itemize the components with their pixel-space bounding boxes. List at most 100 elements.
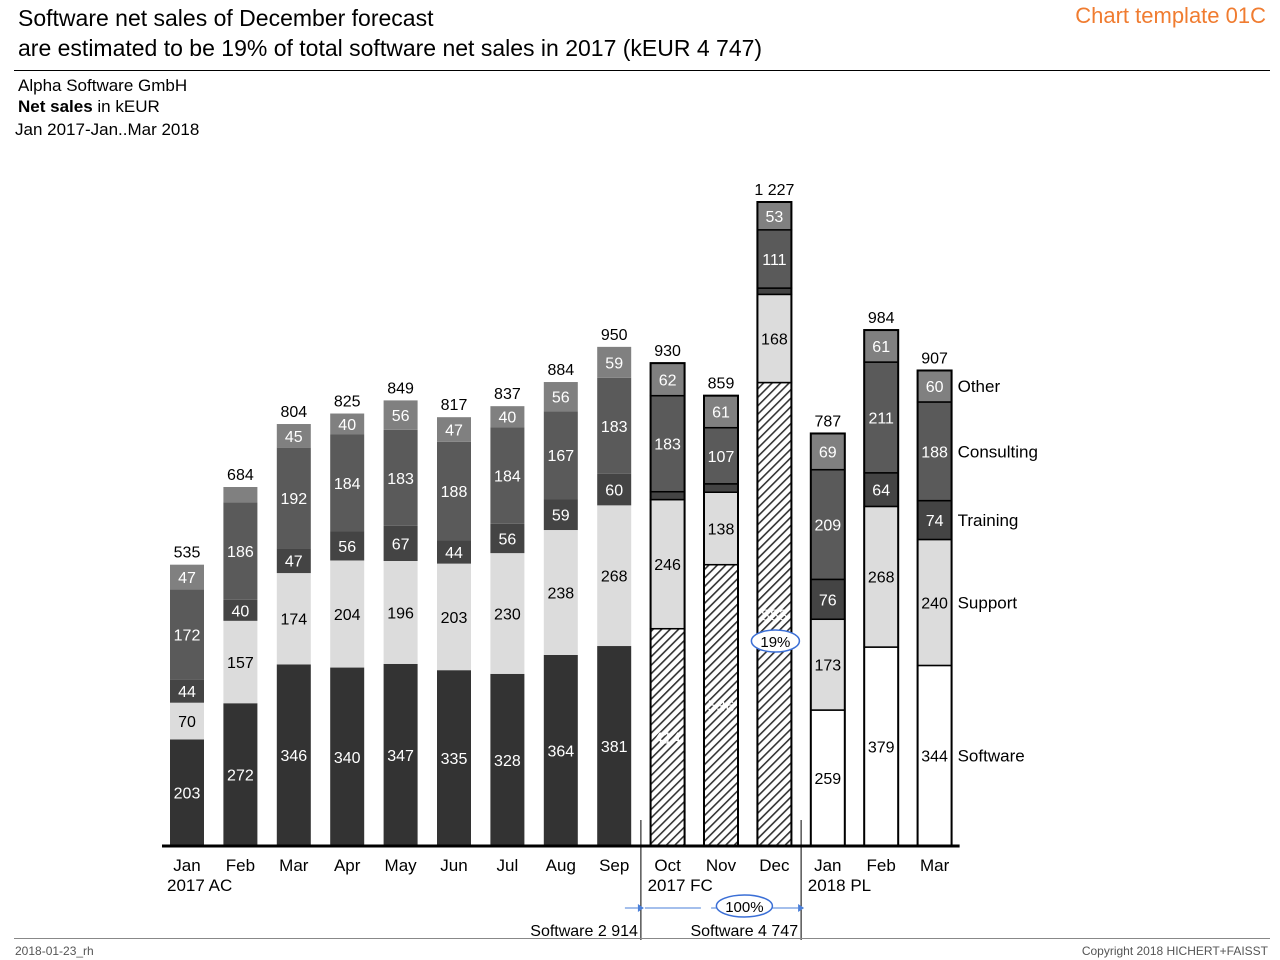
- category-label-9: Oct: [654, 856, 681, 875]
- bracket-label-1: Software 4 747: [690, 923, 798, 940]
- segment-label-1-2: 40: [232, 603, 250, 620]
- bar-other-3: [330, 413, 365, 435]
- bar-training-6: [490, 523, 525, 554]
- category-label-8: Sep: [599, 856, 629, 875]
- bar-support-4: [383, 561, 418, 664]
- segment-label-1-3: 186: [227, 544, 254, 561]
- segment-label-8-3: 183: [601, 419, 628, 436]
- legend-support: Support: [958, 593, 1018, 612]
- segment-label-8-1: 268: [601, 569, 628, 586]
- bar-other-11: [756, 201, 793, 231]
- segment-label-7-2: 59: [552, 508, 570, 525]
- bar-other-5: [437, 417, 471, 442]
- bar-other-13: [863, 329, 899, 363]
- bar-support-12: [810, 618, 846, 711]
- segment-label-12-4: 69: [819, 445, 837, 462]
- bar-software-3: [330, 667, 365, 846]
- segment-label-5-1: 203: [441, 610, 468, 627]
- segment-label-11-3: 111: [762, 252, 786, 269]
- badge-100-ellipse: [715, 894, 774, 918]
- highlight-label: 19%: [760, 634, 790, 651]
- segment-label-7-0: 364: [547, 743, 574, 760]
- measure-bold: Net sales: [18, 97, 93, 116]
- template-tag: Chart template 01C: [1075, 3, 1266, 28]
- bar-consulting-3: [330, 434, 365, 532]
- segment-label-10-0: 536: [708, 698, 735, 715]
- segment-label-7-1: 238: [547, 585, 574, 602]
- header-rule: [14, 70, 1270, 71]
- bar-training-11: [756, 287, 793, 296]
- bar-consulting-6: [490, 427, 525, 524]
- segment-label-3-4: 40: [338, 417, 356, 434]
- category-label-2: Mar: [279, 856, 309, 875]
- total-label-11: 1 227: [754, 182, 794, 199]
- segment-label-9-3: 183: [654, 437, 681, 454]
- segment-label-0-2: 44: [178, 684, 196, 701]
- legend-consulting: Consulting: [958, 442, 1038, 461]
- segment-label-13-1: 268: [868, 570, 895, 587]
- period-label: Jan 2017-Jan..Mar 2018: [15, 120, 200, 139]
- bar-consulting-0: [170, 589, 204, 680]
- chart-title-line2: are estimated to be 19% of total softwar…: [18, 35, 763, 61]
- bar-software-5: [437, 670, 471, 846]
- segment-label-12-0: 259: [814, 771, 841, 788]
- segment-label-9-0: 414: [654, 730, 681, 747]
- bar-training-4: [383, 525, 418, 562]
- segment-label-8-4: 59: [605, 355, 623, 372]
- segment-label-12-3: 209: [814, 518, 841, 535]
- legend-other: Other: [958, 377, 1001, 396]
- measure-unit: in kEUR: [92, 97, 160, 116]
- total-label-1: 684: [227, 467, 254, 484]
- segment-label-10-4: 61: [712, 405, 730, 422]
- segment-label-7-3: 167: [547, 448, 574, 465]
- group-label-1: 2017 FC: [648, 876, 713, 895]
- segment-label-14-3: 188: [921, 444, 948, 461]
- bar-consulting-14: [916, 401, 953, 502]
- category-label-0: Jan: [173, 856, 200, 875]
- bar-other-8: [597, 346, 632, 378]
- measure-label: Net sales in kEUR: [18, 97, 160, 117]
- segment-label-4-1: 196: [387, 605, 414, 622]
- bar-software-8: [597, 646, 632, 846]
- bar-training-13: [863, 472, 899, 508]
- total-label-0: 535: [174, 545, 201, 562]
- bar-training-3: [330, 531, 365, 561]
- arrow-head-2: [798, 904, 805, 912]
- bar-consulting-7: [543, 411, 578, 500]
- bar-consulting-8: [597, 377, 632, 474]
- category-label-14: Mar: [920, 856, 950, 875]
- category-label-10: Nov: [706, 856, 737, 875]
- segment-label-1-1: 157: [227, 655, 254, 672]
- bar-support-0: [170, 702, 204, 740]
- segment-label-13-2: 64: [872, 483, 890, 500]
- bar-support-10: [703, 491, 739, 566]
- legend-training: Training: [958, 511, 1019, 530]
- bar-software-10: [703, 563, 739, 847]
- bar-consulting-1: [223, 502, 258, 600]
- category-label-4: May: [385, 856, 418, 875]
- total-label-10: 859: [708, 376, 735, 393]
- footer-date: 2018-01-23_rh: [15, 944, 94, 958]
- bar-training-10: [703, 483, 739, 493]
- bar-support-2: [276, 573, 311, 665]
- bar-other-2: [276, 424, 311, 448]
- bar-support-1: [223, 620, 258, 704]
- segment-label-11-0: 883: [761, 607, 788, 624]
- total-label-6: 837: [494, 386, 521, 403]
- bar-training-1: [223, 599, 258, 621]
- segment-label-14-4: 60: [926, 379, 944, 396]
- bar-training-12: [810, 578, 846, 621]
- segment-label-13-3: 211: [868, 410, 894, 427]
- segment-label-9-1: 246: [654, 557, 681, 574]
- chart-title-line1: Software net sales of December forecast: [18, 5, 434, 31]
- badge-100-label: 100%: [725, 899, 763, 916]
- highlight-ellipse: [750, 629, 801, 653]
- bar-other-1: [223, 486, 258, 503]
- segment-label-10-3: 107: [708, 449, 735, 466]
- segment-label-6-1: 230: [494, 606, 521, 623]
- bar-software-7: [543, 654, 578, 846]
- total-label-7: 884: [547, 362, 574, 379]
- bar-software-6: [490, 673, 525, 846]
- bar-software-4: [383, 663, 418, 846]
